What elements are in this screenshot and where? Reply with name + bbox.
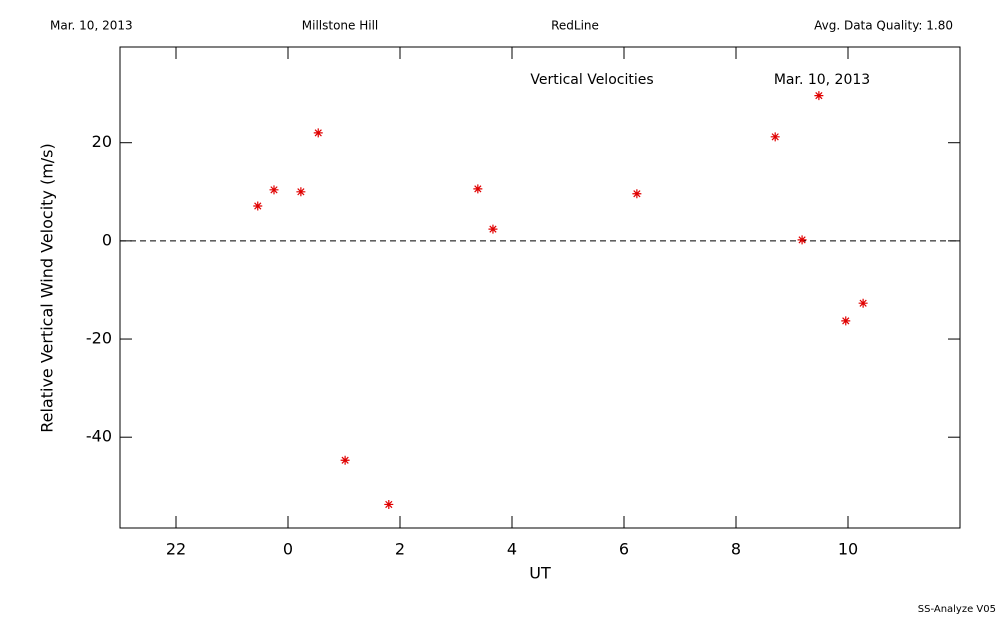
y-tick-label: -20 [86, 329, 112, 348]
point [269, 185, 279, 195]
point [814, 91, 824, 101]
header-date: Mar. 10, 2013 [50, 19, 133, 33]
x-tick-label: 8 [731, 540, 741, 559]
point [296, 187, 306, 197]
y-tick-label: -40 [86, 427, 112, 446]
footer: SS-Analyze V05 [918, 604, 996, 615]
point [253, 201, 263, 211]
x-tick-label: 6 [619, 540, 629, 559]
annotation: Vertical Velocities [530, 72, 653, 88]
point [858, 298, 868, 308]
point [488, 224, 498, 234]
point [632, 189, 642, 199]
y-axis-label: Relative Vertical Wind Velocity (m/s) [38, 143, 57, 433]
annotation: Mar. 10, 2013 [774, 72, 870, 88]
x-tick-label: 2 [395, 540, 405, 559]
point [770, 132, 780, 142]
header-site: Millstone Hill [302, 19, 378, 33]
x-tick-label: 0 [283, 540, 293, 559]
x-tick-label: 4 [507, 540, 517, 559]
point [384, 499, 394, 509]
x-tick-label: 22 [166, 540, 186, 559]
y-tick-label: 0 [102, 230, 112, 249]
point [797, 235, 807, 245]
point [473, 184, 483, 194]
x-axis-label: UT [529, 564, 551, 583]
y-tick-label: 20 [92, 132, 112, 151]
point [841, 316, 851, 326]
plot-frame [119, 46, 961, 529]
header-line: RedLine [551, 19, 599, 33]
x-tick-label: 10 [838, 540, 858, 559]
point [340, 455, 350, 465]
header-quality: Avg. Data Quality: 1.80 [814, 19, 953, 33]
point [313, 128, 323, 138]
